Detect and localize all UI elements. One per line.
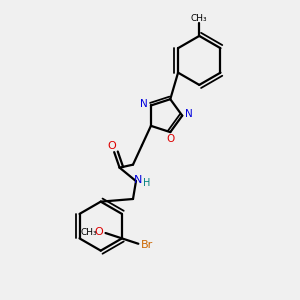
Text: O: O [94,227,103,237]
Text: H: H [143,178,150,188]
Text: N: N [134,175,142,184]
Text: O: O [107,141,116,151]
Text: N: N [185,109,193,119]
Text: N: N [140,99,148,109]
Text: Br: Br [141,240,153,250]
Text: CH₃: CH₃ [81,228,98,237]
Text: O: O [166,134,174,144]
Text: CH₃: CH₃ [191,14,208,22]
